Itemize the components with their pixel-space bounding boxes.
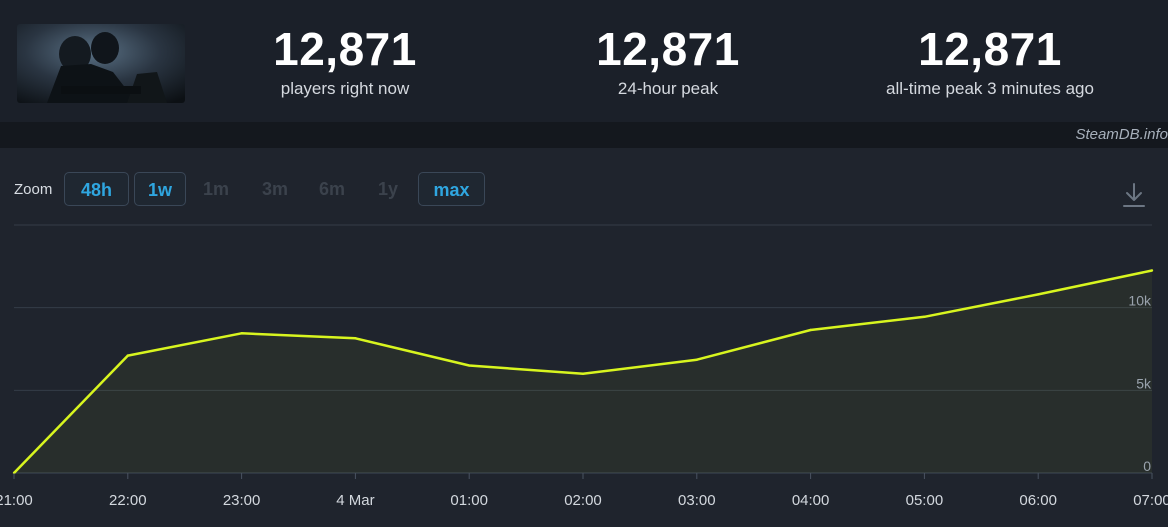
zoom-1m-button[interactable]: 1m (202, 179, 229, 199)
stat-all-time-peak: 12,871 all-time peak 3 minutes ago (860, 22, 1120, 100)
data-point[interactable] (1150, 269, 1154, 272)
x-tick-label: 04:00 (792, 492, 830, 509)
x-tick-label: 03:00 (678, 492, 716, 509)
data-point[interactable] (126, 354, 129, 357)
data-point[interactable] (581, 372, 585, 375)
data-point[interactable] (809, 328, 812, 332)
player-count-chart: 0 5k 10k 21:00 22:00 23:00 4 Mar 01:00 02:00 03:… (0, 224, 1168, 509)
zoom-1w-button[interactable]: 1w (134, 172, 186, 206)
x-tick-label: 05:00 (906, 492, 944, 509)
stat-players-now: 12,871 players right now (250, 22, 440, 100)
data-point[interactable] (695, 358, 698, 361)
x-tick-label: 02:00 (564, 492, 602, 509)
data-point[interactable] (240, 332, 243, 335)
data-point[interactable] (1037, 293, 1040, 296)
data-point[interactable] (468, 364, 471, 367)
zoom-label: Zoom (14, 181, 53, 198)
zoom-3m-button[interactable]: 3m (261, 179, 288, 199)
series-area (14, 270, 1152, 473)
all-time-peak-value: 12,871 (918, 23, 1062, 75)
zoom-max-button[interactable]: max (418, 172, 485, 206)
zoom-1y-button[interactable]: 1y (377, 179, 399, 199)
chart-panel (0, 148, 1168, 527)
watermark[interactable]: SteamDB.info (1075, 126, 1168, 143)
data-point[interactable] (354, 337, 357, 340)
players-now-value: 12,871 (273, 23, 417, 75)
peak-24h-value: 12,871 (596, 23, 740, 75)
players-now-label: players right now (280, 79, 410, 98)
zoom-48h-button[interactable]: 48h (64, 172, 129, 206)
peak-24h-label: 24-hour peak (617, 79, 719, 98)
x-tick-label: 07:00 (1133, 492, 1168, 509)
download-icon[interactable] (1120, 180, 1148, 210)
y-tick-label: 5k (1136, 375, 1152, 391)
x-tick-label: 01:00 (450, 492, 488, 509)
y-tick-label: 0 (1143, 458, 1151, 474)
game-thumbnail[interactable] (17, 24, 185, 103)
header-divider (0, 122, 1168, 148)
all-time-peak-label: all-time peak 3 minutes ago (886, 79, 1094, 98)
x-tick-label: 23:00 (223, 492, 261, 509)
y-tick-label: 10k (1128, 293, 1152, 309)
data-point[interactable] (923, 315, 926, 318)
stat-24h-peak: 12,871 24-hour peak (573, 22, 763, 100)
x-tick-label: 21:00 (0, 492, 33, 509)
zoom-6m-button[interactable]: 6m (318, 179, 345, 199)
x-tick-label: 4 Mar (336, 492, 374, 509)
x-tick-label: 06:00 (1019, 492, 1057, 509)
stats-header: 12,871 players right now 12,871 24-hour … (0, 0, 1168, 122)
x-tick-label: 22:00 (109, 492, 147, 509)
